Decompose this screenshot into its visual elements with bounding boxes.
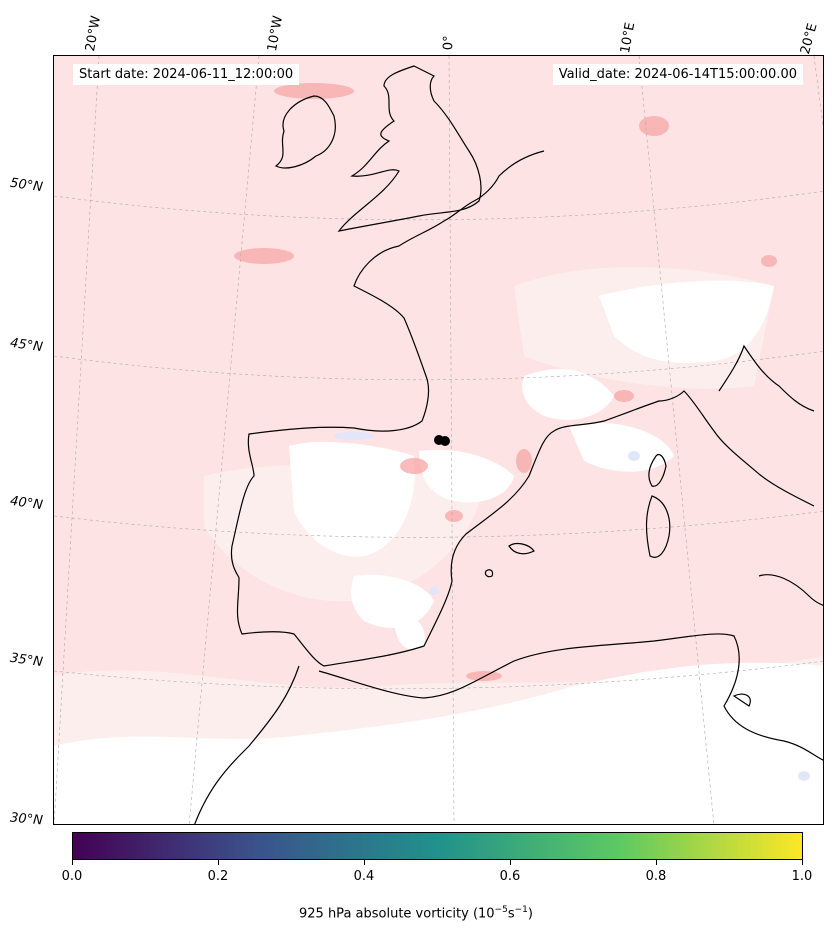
valid-date-label: Valid_date: 2024-06-14T15:00:00.00 bbox=[552, 64, 803, 85]
location-marker bbox=[434, 435, 450, 446]
lat-label-30n: 30°N bbox=[9, 810, 44, 829]
colorbar-tick-label: 0.8 bbox=[645, 869, 667, 884]
colorbar-label-unit: s bbox=[507, 906, 515, 922]
colorbar-tick bbox=[510, 860, 511, 865]
graticule bbox=[54, 56, 823, 824]
colorbar-tick bbox=[656, 860, 657, 865]
colorbar-label-exponent: −5 bbox=[494, 905, 508, 915]
lon-label-0: 0° bbox=[441, 35, 457, 51]
vorticity-negative-spots bbox=[334, 432, 810, 781]
lon-label-10w: 10°W bbox=[265, 14, 287, 53]
lat-label-35n: 35°N bbox=[9, 650, 44, 671]
colorbar-tick bbox=[218, 860, 219, 865]
lat-label-50n: 50°N bbox=[9, 175, 44, 196]
colorbar-tick bbox=[364, 860, 365, 865]
colorbar-tick-label: 0.4 bbox=[353, 869, 375, 884]
colorbar-tick bbox=[72, 860, 73, 865]
start-date-label: Start date: 2024-06-11_12:00:00 bbox=[73, 64, 300, 85]
colorbar-label-suffix: ) bbox=[527, 906, 533, 922]
colorbar-tick bbox=[802, 860, 803, 865]
lon-label-20e: 20°E bbox=[798, 21, 821, 56]
colorbar bbox=[72, 832, 803, 860]
lon-label-10e: 10°E bbox=[618, 21, 639, 55]
lat-label-45n: 45°N bbox=[9, 335, 44, 356]
colorbar-tick-label: 0.0 bbox=[61, 869, 83, 884]
colorbar-tick-label: 0.2 bbox=[207, 869, 229, 884]
map-panel[interactable] bbox=[53, 55, 824, 825]
vorticity-strong-spots bbox=[234, 83, 777, 681]
colorbar-tick-label: 0.6 bbox=[499, 869, 521, 884]
colorbar-label-prefix: 925 hPa absolute vorticity (10 bbox=[299, 906, 495, 922]
colorbar-tick-label: 1.0 bbox=[791, 869, 813, 884]
lon-label-20w: 20°W bbox=[83, 14, 105, 53]
colorbar-label: 925 hPa absolute vorticity (10−5s−1) bbox=[0, 905, 832, 921]
coastlines bbox=[194, 65, 823, 824]
vorticity-map bbox=[54, 56, 823, 824]
colorbar-label-exponent: −1 bbox=[514, 905, 528, 915]
lat-label-40n: 40°N bbox=[9, 493, 44, 514]
vorticity-zero-regions bbox=[54, 280, 823, 824]
